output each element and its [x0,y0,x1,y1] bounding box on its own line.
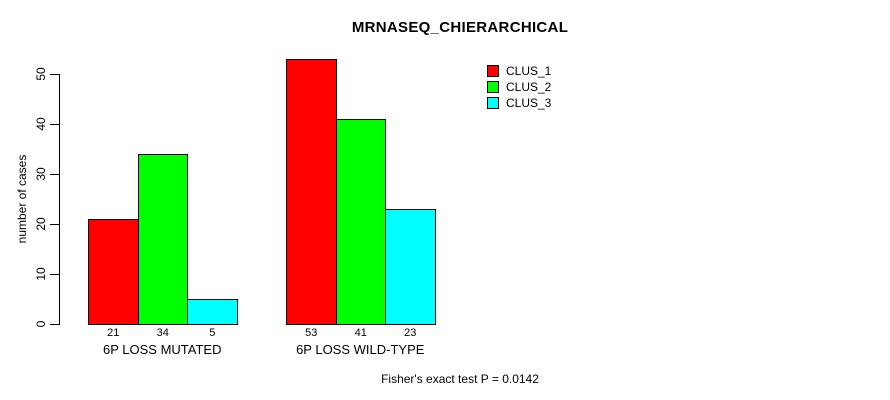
y-tick-label: 30 [34,167,48,181]
legend-label: CLUS_1 [506,64,552,78]
legend: CLUS_1 CLUS_2 CLUS_3 [487,64,552,113]
legend-item-clus_1: CLUS_1 [487,64,552,78]
y-tick-label: 10 [34,267,48,281]
bar-clus_3-group1 [187,299,238,325]
category-label: 6P LOSS WILD-TYPE [296,342,425,357]
bar-value-label: 5 [209,327,216,339]
bar-clus_2-group1 [137,154,188,325]
y-tick [50,174,59,175]
bar-value-label: 41 [354,327,367,339]
y-tick-label: 40 [34,117,48,131]
y-tick-label: 50 [34,67,48,81]
bar-clus_3-group2 [385,209,436,325]
y-axis-line [59,74,60,325]
legend-item-clus_2: CLUS_2 [487,80,552,94]
category-label: 6P LOSS MUTATED [103,342,222,357]
legend-label: CLUS_3 [506,96,552,110]
legend-swatch [487,97,499,109]
y-tick [50,324,59,325]
legend-label: CLUS_2 [506,80,552,94]
y-tick-label: 0 [34,320,48,328]
legend-item-clus_3: CLUS_3 [487,96,552,110]
y-tick [50,124,59,125]
legend-swatch [487,81,499,93]
bar-clus_1-group1 [88,219,139,325]
y-tick [50,274,59,275]
annotation-fisher-test: Fisher's exact test P = 0.0142 [381,372,539,386]
y-tick [50,224,59,225]
bar-value-label: 53 [305,327,318,339]
legend-swatch [487,65,499,77]
bar-value-label: 34 [156,327,169,339]
chart-title: MRNASEQ_CHIERARCHICAL [351,19,569,36]
bar-clus_1-group2 [286,59,337,325]
bar-value-label: 23 [404,327,417,339]
bar-value-label: 21 [107,327,120,339]
y-tick-label: 20 [34,217,48,231]
bar-clus_2-group2 [335,119,386,325]
y-tick [50,74,59,75]
